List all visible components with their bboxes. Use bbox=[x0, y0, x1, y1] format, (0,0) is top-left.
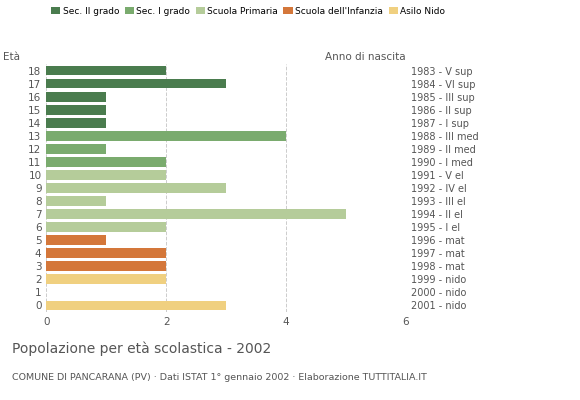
Bar bbox=[46, 118, 106, 128]
Bar bbox=[46, 92, 106, 102]
Bar bbox=[46, 105, 106, 114]
Bar bbox=[46, 79, 226, 88]
Bar bbox=[46, 144, 106, 154]
Bar bbox=[46, 248, 166, 258]
Bar bbox=[46, 131, 286, 141]
Bar bbox=[46, 196, 106, 206]
Bar bbox=[46, 66, 166, 76]
Bar bbox=[46, 209, 346, 219]
Text: Popolazione per età scolastica - 2002: Popolazione per età scolastica - 2002 bbox=[12, 342, 271, 356]
Bar bbox=[46, 183, 226, 193]
Bar bbox=[46, 274, 166, 284]
Bar bbox=[46, 157, 166, 167]
Text: Età: Età bbox=[3, 52, 20, 62]
Bar bbox=[46, 222, 166, 232]
Text: Anno di nascita: Anno di nascita bbox=[325, 52, 406, 62]
Bar bbox=[46, 235, 106, 245]
Bar bbox=[46, 262, 166, 271]
Text: COMUNE DI PANCARANA (PV) · Dati ISTAT 1° gennaio 2002 · Elaborazione TUTTITALIA.: COMUNE DI PANCARANA (PV) · Dati ISTAT 1°… bbox=[12, 373, 426, 382]
Bar bbox=[46, 300, 226, 310]
Bar bbox=[46, 170, 166, 180]
Legend: Sec. II grado, Sec. I grado, Scuola Primaria, Scuola dell'Infanzia, Asilo Nido: Sec. II grado, Sec. I grado, Scuola Prim… bbox=[51, 6, 445, 16]
